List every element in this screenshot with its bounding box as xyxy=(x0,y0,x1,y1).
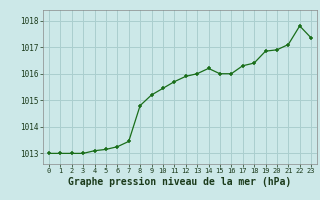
X-axis label: Graphe pression niveau de la mer (hPa): Graphe pression niveau de la mer (hPa) xyxy=(68,177,292,187)
